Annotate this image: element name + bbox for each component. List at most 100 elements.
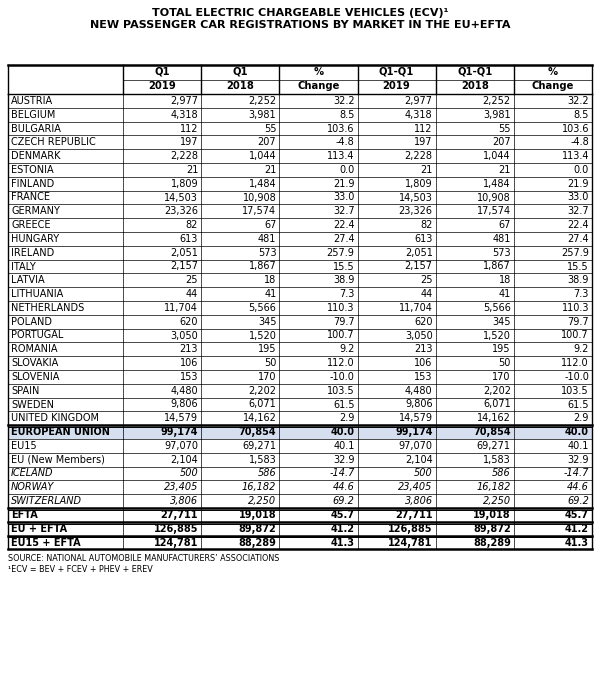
Text: POLAND: POLAND [11, 317, 52, 326]
Text: 113.4: 113.4 [327, 151, 355, 161]
Text: 126,885: 126,885 [388, 524, 433, 534]
Text: 11,704: 11,704 [399, 303, 433, 313]
Text: IRELAND: IRELAND [11, 248, 54, 258]
Text: 110.3: 110.3 [327, 303, 355, 313]
Text: 2019: 2019 [383, 81, 410, 92]
Text: 17,574: 17,574 [477, 207, 511, 216]
Text: 153: 153 [179, 372, 198, 382]
Text: 40.1: 40.1 [568, 441, 589, 451]
Text: 44.6: 44.6 [567, 483, 589, 493]
Text: 103.5: 103.5 [562, 386, 589, 396]
Text: 345: 345 [258, 317, 277, 326]
Text: -4.8: -4.8 [570, 137, 589, 147]
Text: 3,050: 3,050 [405, 330, 433, 341]
Text: 195: 195 [258, 345, 277, 354]
Text: 2,252: 2,252 [483, 96, 511, 106]
Text: 69.2: 69.2 [567, 496, 589, 506]
Text: 195: 195 [493, 345, 511, 354]
Text: 45.7: 45.7 [331, 510, 355, 520]
Text: 9,806: 9,806 [170, 400, 198, 409]
Text: 1,520: 1,520 [248, 330, 277, 341]
Text: 50: 50 [264, 358, 277, 368]
Text: -14.7: -14.7 [329, 468, 355, 479]
Text: 500: 500 [414, 468, 433, 479]
Text: 44: 44 [421, 289, 433, 299]
Text: 3,806: 3,806 [404, 496, 433, 506]
Text: 2018: 2018 [461, 81, 488, 92]
Text: Q1-Q1: Q1-Q1 [457, 67, 493, 77]
Text: 15.5: 15.5 [568, 262, 589, 271]
Text: 14,579: 14,579 [398, 413, 433, 423]
Text: 21: 21 [499, 165, 511, 175]
Text: 14,162: 14,162 [242, 413, 277, 423]
Text: 2.9: 2.9 [339, 413, 355, 423]
Text: 33.0: 33.0 [333, 192, 355, 203]
Text: 4,480: 4,480 [170, 386, 198, 396]
Text: 100.7: 100.7 [562, 330, 589, 341]
Text: %: % [548, 67, 558, 77]
Text: EFTA: EFTA [11, 510, 38, 520]
Text: Change: Change [297, 81, 340, 92]
Text: 124,781: 124,781 [388, 538, 433, 548]
Text: 69,271: 69,271 [242, 441, 277, 451]
Text: 9,806: 9,806 [405, 400, 433, 409]
Text: 1,867: 1,867 [483, 262, 511, 271]
Text: LATVIA: LATVIA [11, 275, 44, 285]
Text: 113.4: 113.4 [562, 151, 589, 161]
Text: 32.2: 32.2 [333, 96, 355, 106]
Text: 2,104: 2,104 [170, 455, 198, 464]
Text: 1,484: 1,484 [483, 179, 511, 188]
Text: 106: 106 [414, 358, 433, 368]
Text: 22.4: 22.4 [333, 220, 355, 230]
Text: 4,480: 4,480 [405, 386, 433, 396]
Text: ESTONIA: ESTONIA [11, 165, 53, 175]
Text: 1,867: 1,867 [248, 262, 277, 271]
Bar [8, 425, 592, 439]
Text: 19,018: 19,018 [239, 510, 277, 520]
Text: 16,182: 16,182 [476, 483, 511, 493]
Text: 170: 170 [493, 372, 511, 382]
Text: 620: 620 [179, 317, 198, 326]
Text: 89,872: 89,872 [239, 524, 277, 534]
Text: 11,704: 11,704 [164, 303, 198, 313]
Text: UNITED KINGDOM: UNITED KINGDOM [11, 413, 99, 423]
Text: 613: 613 [180, 234, 198, 244]
Text: Q1: Q1 [154, 67, 170, 77]
Text: 1,484: 1,484 [249, 179, 277, 188]
Text: NETHERLANDS: NETHERLANDS [11, 303, 84, 313]
Text: ICELAND: ICELAND [11, 468, 53, 479]
Text: 38.9: 38.9 [333, 275, 355, 285]
Text: 103.6: 103.6 [327, 124, 355, 133]
Text: 44.6: 44.6 [332, 483, 355, 493]
Text: 6,071: 6,071 [483, 400, 511, 409]
Text: 5,566: 5,566 [483, 303, 511, 313]
Text: 18: 18 [264, 275, 277, 285]
Text: 19,018: 19,018 [473, 510, 511, 520]
Text: 41: 41 [264, 289, 277, 299]
Text: 27.4: 27.4 [568, 234, 589, 244]
Text: PORTUGAL: PORTUGAL [11, 330, 64, 341]
Text: 2,157: 2,157 [404, 262, 433, 271]
Text: 15.5: 15.5 [333, 262, 355, 271]
Text: Q1-Q1: Q1-Q1 [379, 67, 414, 77]
Text: 70,854: 70,854 [473, 427, 511, 437]
Text: 213: 213 [179, 345, 198, 354]
Text: 21: 21 [420, 165, 433, 175]
Text: 481: 481 [258, 234, 277, 244]
Text: Q1: Q1 [232, 67, 248, 77]
Text: 2018: 2018 [226, 81, 254, 92]
Text: 23,405: 23,405 [164, 483, 198, 493]
Text: EUROPEAN UNION: EUROPEAN UNION [11, 427, 110, 437]
Text: 21: 21 [186, 165, 198, 175]
Text: 2,977: 2,977 [170, 96, 198, 106]
Text: GERMANY: GERMANY [11, 207, 60, 216]
Text: 97,070: 97,070 [398, 441, 433, 451]
Text: EU15 + EFTA: EU15 + EFTA [11, 538, 80, 548]
Text: 55: 55 [499, 124, 511, 133]
Text: DENMARK: DENMARK [11, 151, 61, 161]
Text: ¹ECV = BEV + FCEV + PHEV + EREV: ¹ECV = BEV + FCEV + PHEV + EREV [8, 565, 153, 574]
Text: 70,854: 70,854 [239, 427, 277, 437]
Text: AUSTRIA: AUSTRIA [11, 96, 53, 106]
Text: 2,051: 2,051 [170, 248, 198, 258]
Text: EU + EFTA: EU + EFTA [11, 524, 67, 534]
